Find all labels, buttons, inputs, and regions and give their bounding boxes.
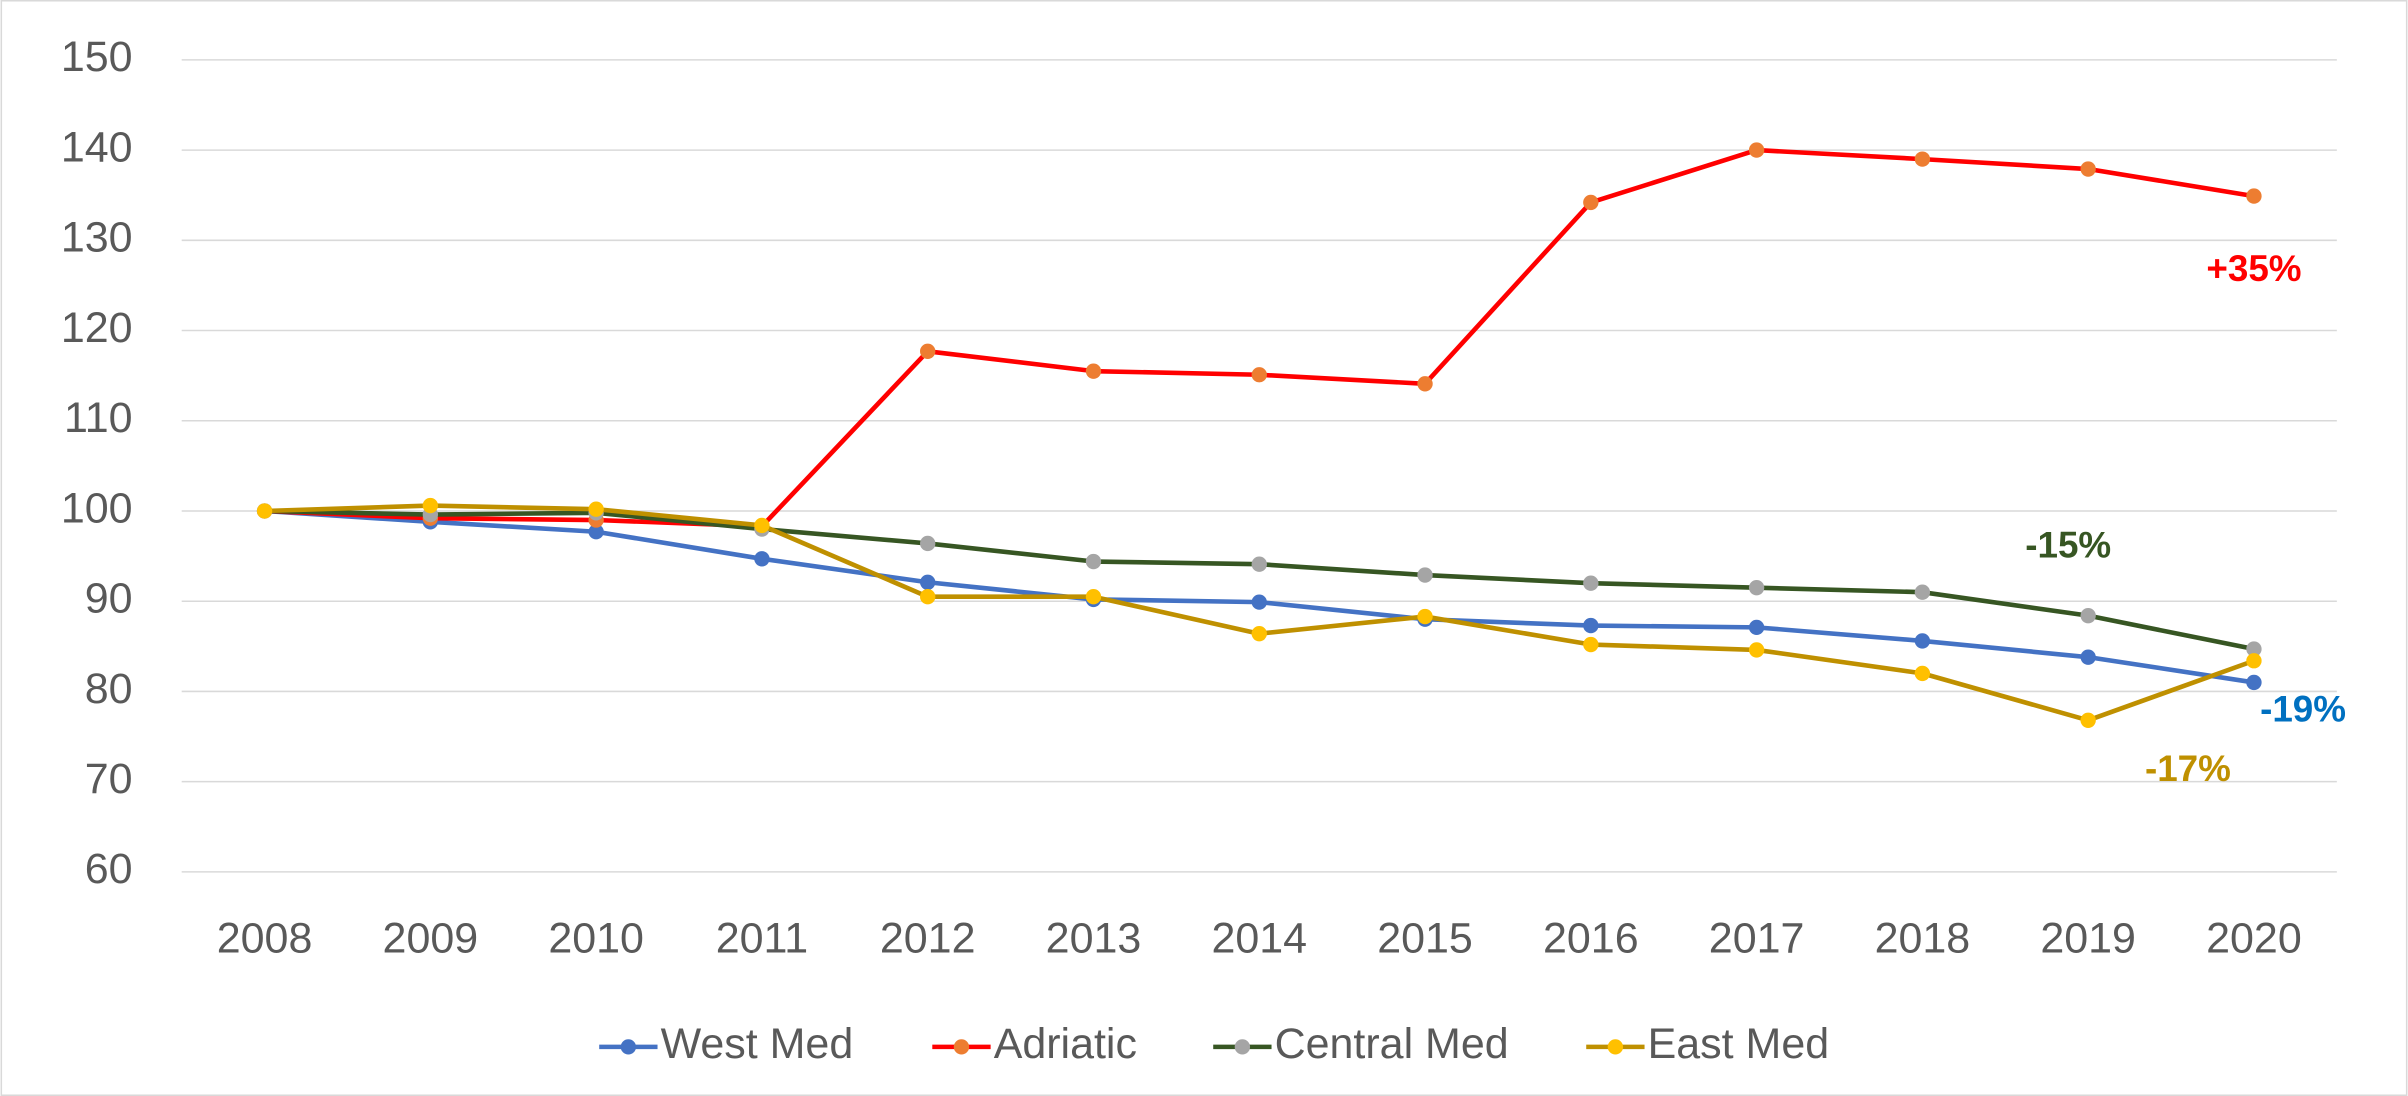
marker — [1251, 556, 1267, 572]
x-tick-label: 2012 — [880, 914, 976, 962]
marker — [1583, 636, 1599, 653]
marker — [256, 503, 273, 519]
marker — [1085, 363, 1102, 379]
marker — [1748, 142, 1765, 158]
marker — [1417, 608, 1433, 625]
legend-marker — [620, 1039, 637, 1055]
x-tick-label: 2011 — [716, 914, 808, 962]
marker — [1251, 594, 1267, 610]
marker — [1748, 580, 1765, 596]
x-tick-label: 2010 — [548, 914, 644, 962]
marker — [1085, 589, 1102, 605]
marker — [2080, 649, 2096, 665]
marker — [1914, 151, 1931, 167]
x-tick-label: 2018 — [1875, 914, 1971, 962]
marker — [1748, 619, 1765, 636]
marker — [2080, 161, 2096, 177]
y-tick-label: 150 — [61, 33, 133, 81]
legend-marker — [1607, 1039, 1624, 1055]
legend-label: Central Med — [1275, 1020, 1509, 1068]
x-tick-label: 2014 — [1211, 914, 1307, 962]
marker — [1583, 617, 1599, 634]
annotation: -19% — [2260, 688, 2346, 729]
y-tick-label: 110 — [64, 394, 133, 442]
annotation: +35% — [2206, 248, 2301, 289]
x-tick-label: 2016 — [1543, 914, 1639, 962]
x-tick-label: 2017 — [1709, 914, 1805, 962]
marker — [1251, 367, 1267, 383]
marker — [1583, 575, 1599, 591]
y-tick-label: 80 — [85, 665, 133, 713]
y-tick-label: 120 — [61, 304, 133, 352]
y-tick-label: 60 — [85, 845, 133, 893]
marker — [1914, 665, 1931, 682]
y-tick-label: 140 — [61, 123, 133, 171]
marker — [422, 497, 439, 514]
y-tick-label: 130 — [61, 214, 133, 262]
marker — [1417, 567, 1433, 583]
legend-label: West Med — [661, 1020, 854, 1068]
marker — [1914, 633, 1931, 649]
marker — [1583, 194, 1599, 211]
annotation: -17% — [2145, 748, 2231, 789]
marker — [920, 343, 936, 359]
marker — [754, 517, 770, 534]
x-tick-label: 2020 — [2206, 914, 2302, 962]
marker — [920, 535, 936, 552]
marker — [2080, 712, 2096, 728]
x-tick-label: 2015 — [1377, 914, 1473, 962]
y-tick-label: 70 — [85, 755, 133, 803]
marker — [920, 574, 936, 590]
y-tick-label: 90 — [85, 575, 133, 623]
marker — [1085, 553, 1102, 570]
legend-marker — [1234, 1039, 1251, 1055]
marker — [754, 551, 770, 567]
marker — [588, 501, 604, 517]
marker — [1251, 626, 1267, 642]
annotation: -15% — [2025, 524, 2111, 565]
x-tick-label: 2009 — [383, 914, 479, 962]
legend-label: Adriatic — [994, 1020, 1137, 1068]
y-tick-label: 100 — [61, 484, 133, 532]
marker — [1417, 376, 1433, 392]
marker — [1914, 584, 1931, 600]
marker — [1748, 642, 1765, 658]
marker — [2246, 674, 2262, 691]
legend-marker — [953, 1039, 970, 1055]
marker — [588, 524, 604, 540]
marker — [920, 589, 936, 605]
legend-label: East Med — [1648, 1020, 1830, 1068]
x-tick-label: 2008 — [217, 914, 313, 962]
x-tick-label: 2013 — [1046, 914, 1142, 962]
marker — [2080, 607, 2096, 624]
x-tick-label: 2019 — [2040, 914, 2136, 962]
marker — [2246, 641, 2262, 657]
marker — [2246, 188, 2262, 204]
marker — [2246, 653, 2262, 669]
